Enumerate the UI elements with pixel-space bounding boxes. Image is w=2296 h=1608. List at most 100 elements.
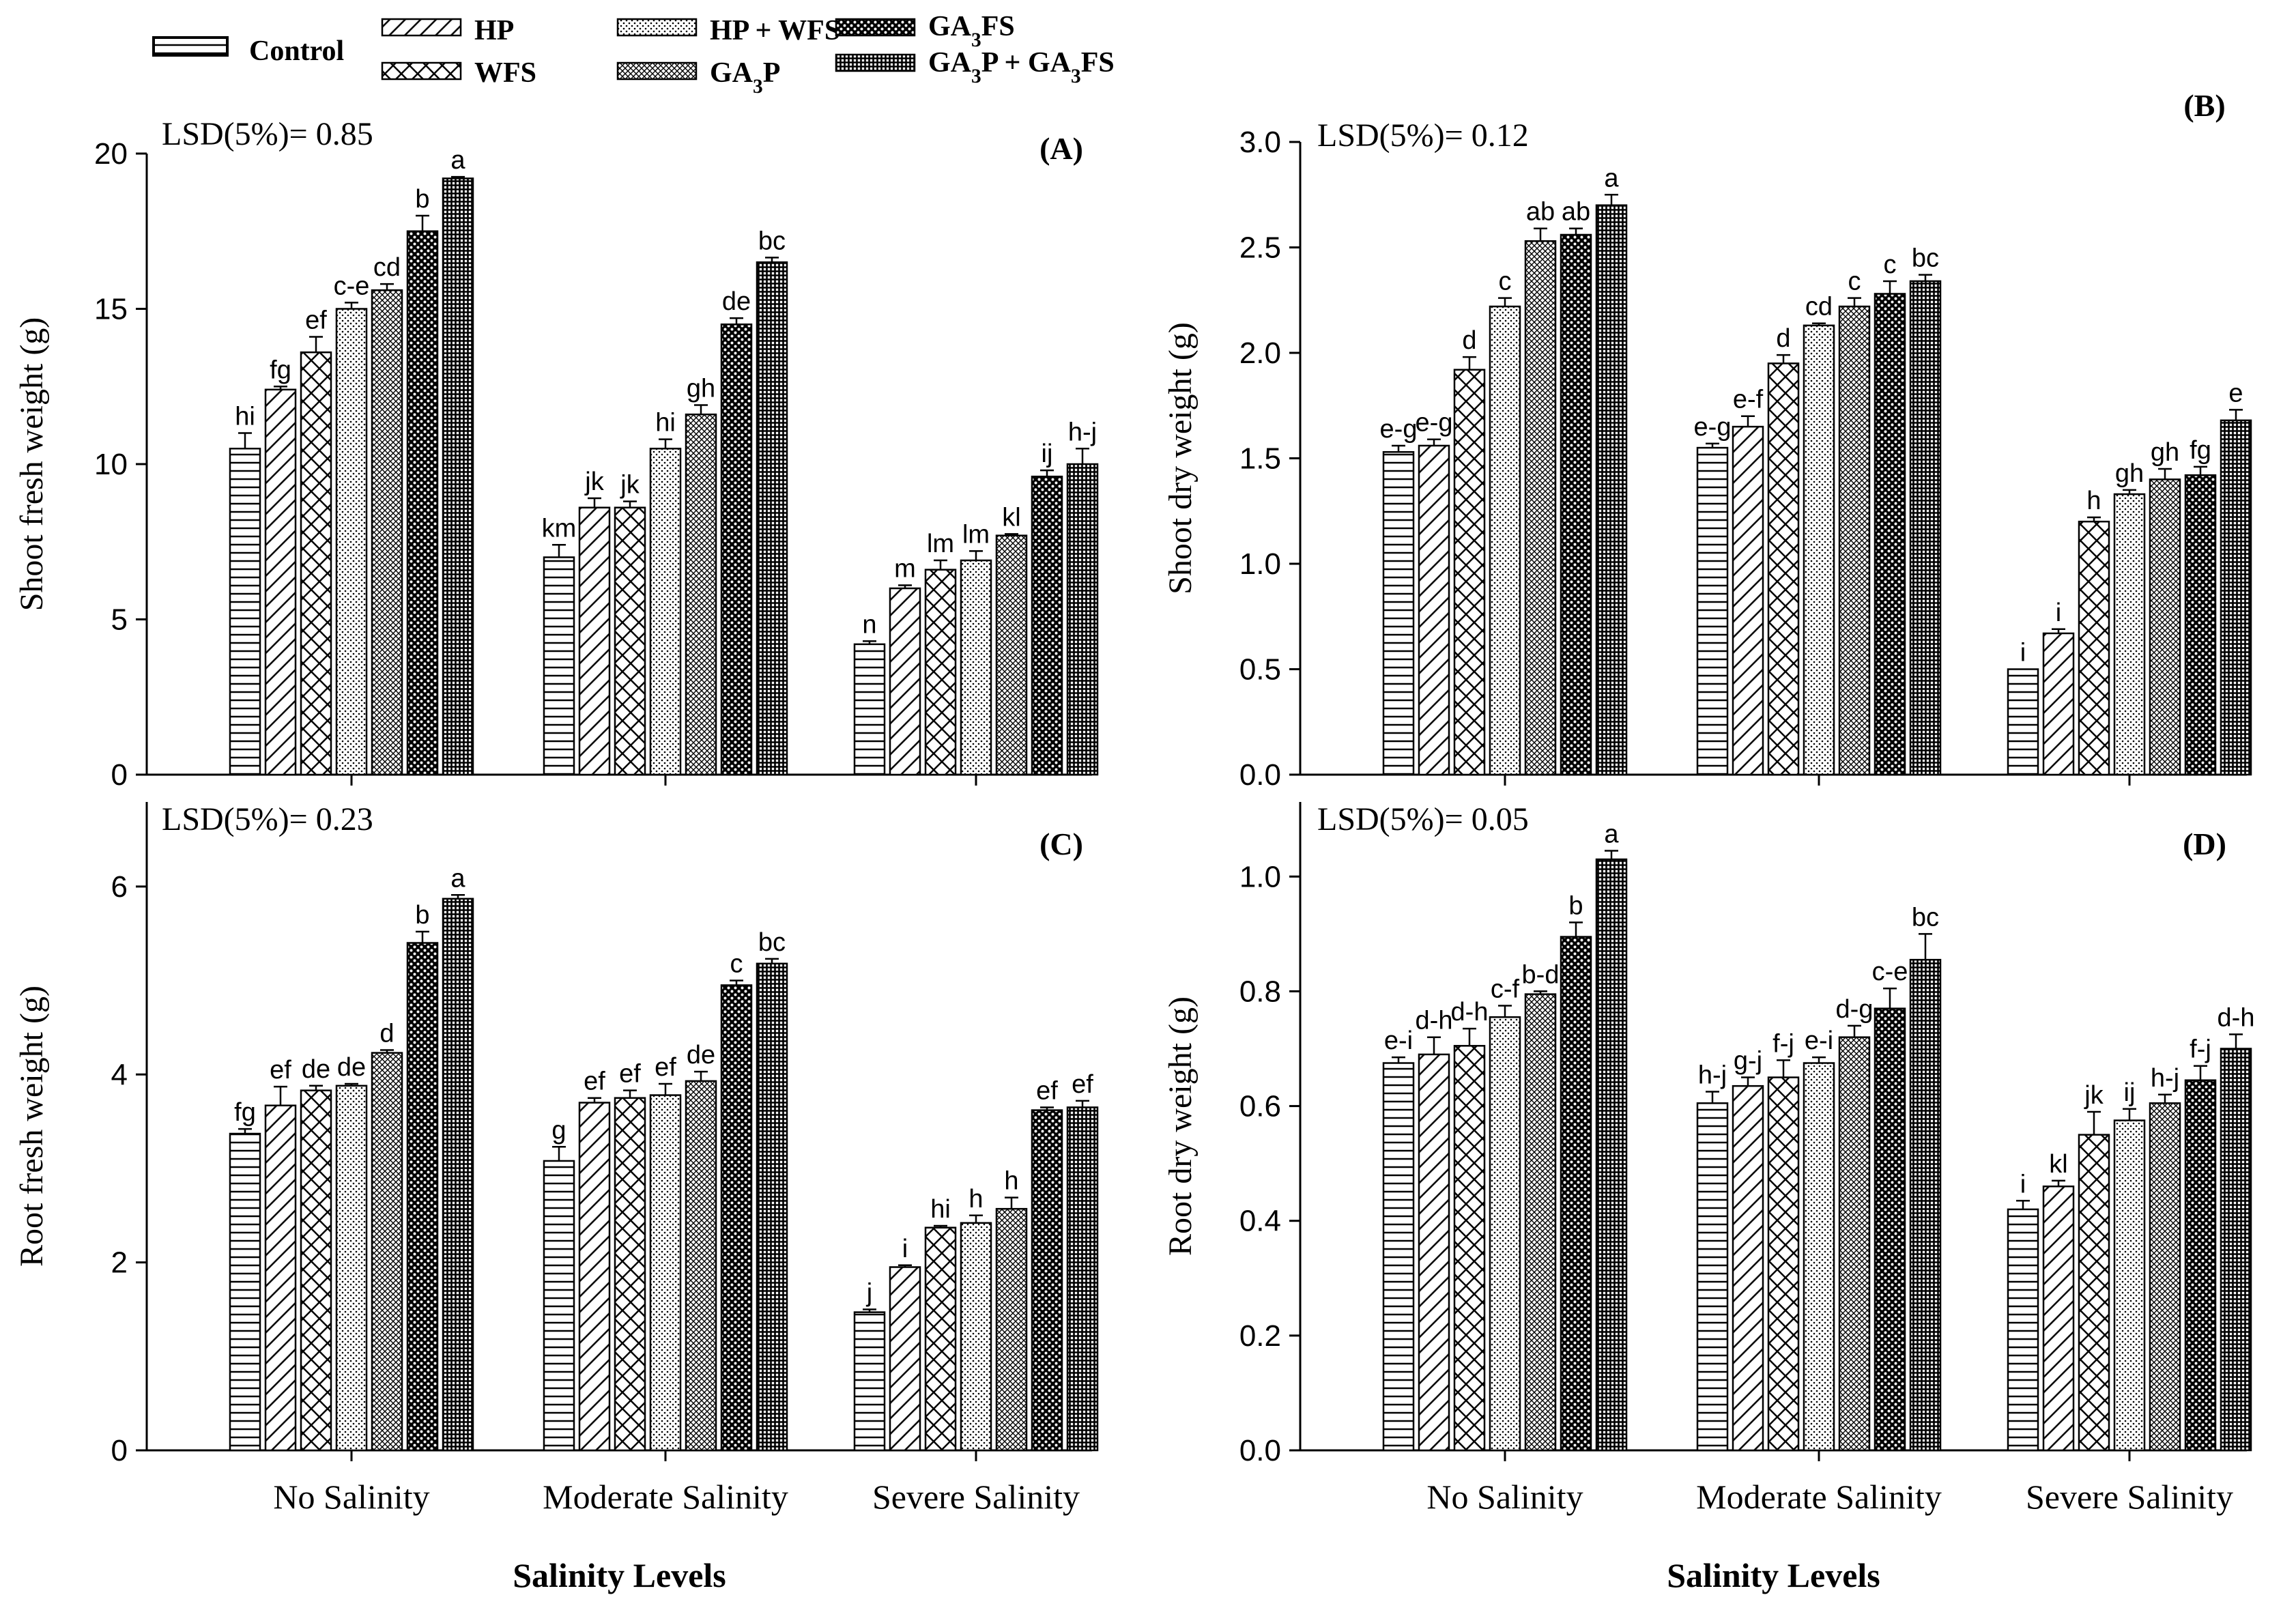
- y-tick-label: 0.2: [1239, 1319, 1281, 1353]
- significance-letter: i: [2020, 1170, 2026, 1198]
- significance-letter: hi: [235, 403, 255, 431]
- bar: [685, 413, 717, 776]
- significance-letter: b: [415, 901, 429, 930]
- legend-label: Control: [249, 35, 344, 67]
- x-tick-label: Moderate Salinity: [543, 1478, 788, 1516]
- significance-letter: e-g: [1380, 415, 1418, 444]
- bar: [2149, 1102, 2181, 1452]
- significance-letter: ab: [1562, 198, 1590, 227]
- legend-item: WFS: [381, 57, 536, 89]
- significance-letter: jk: [620, 471, 640, 500]
- significance-letter: c: [1499, 268, 1512, 296]
- bar: [1560, 936, 1592, 1452]
- significance-letter: a: [450, 864, 465, 893]
- y-tick-label: 2: [111, 1246, 128, 1280]
- legend-item: HP + WFS: [616, 15, 840, 46]
- legend-swatch: [616, 18, 698, 37]
- legend-swatch: [835, 53, 916, 72]
- bar: [1382, 1062, 1415, 1452]
- bar: [1382, 450, 1415, 776]
- bar: [300, 351, 332, 776]
- significance-letter: i: [2056, 599, 2061, 627]
- significance-letter: h-j: [2151, 1064, 2179, 1093]
- y-axis-label: Shoot dry weight (g): [1162, 322, 1199, 594]
- significance-letter: ef: [1072, 1070, 1093, 1099]
- bar: [1418, 1053, 1450, 1452]
- significance-letter: bc: [758, 928, 786, 957]
- bar: [1767, 1076, 1800, 1452]
- legend-label: WFS: [474, 57, 536, 89]
- bar: [1909, 958, 1942, 1452]
- legend-label: GA3FS: [928, 11, 1015, 51]
- bar: [2007, 668, 2039, 776]
- bar: [371, 289, 403, 776]
- bar: [924, 569, 957, 776]
- y-axis-label: Shoot fresh weight (g): [14, 317, 50, 612]
- x-tick-label: Severe Salinity: [872, 1478, 1080, 1516]
- y-tick-label: 20: [94, 137, 128, 171]
- legend-item: GA3P + GA3FS: [835, 47, 1115, 87]
- significance-letter: c-e: [1872, 958, 1908, 986]
- legend-label: GA3P: [710, 57, 780, 98]
- bar: [2184, 474, 2217, 776]
- legend-swatch: [381, 18, 462, 37]
- significance-letter: c-e: [334, 272, 370, 300]
- significance-letter: de: [722, 287, 751, 316]
- bar: [720, 984, 753, 1452]
- bar: [614, 506, 646, 776]
- significance-letter: c: [1884, 250, 1897, 279]
- x-axis-label: Salinity Levels: [1667, 1556, 1880, 1594]
- panel-label: (C): [1039, 827, 1083, 861]
- significance-letter: ij: [1042, 440, 1053, 468]
- significance-letter: e-g: [1694, 413, 1732, 442]
- significance-letter: a: [450, 146, 465, 175]
- bar: [685, 1080, 717, 1452]
- significance-letter: h-j: [1698, 1061, 1727, 1090]
- bar: [1767, 362, 1800, 776]
- bar: [2113, 493, 2146, 776]
- bar: [2042, 1186, 2075, 1452]
- bar: [1909, 280, 1942, 776]
- significance-letter: bc: [1912, 903, 1939, 932]
- panel-label: (A): [1039, 131, 1083, 166]
- legend-label: GA3P + GA3FS: [928, 47, 1115, 87]
- legend-item: HP: [381, 15, 514, 46]
- significance-letter: gh: [2115, 459, 2144, 488]
- significance-letter: c: [730, 950, 743, 979]
- chart-panel: 0 5 10 15 20 Shoot fresh weight (g) LSD(5%)= 0…: [14, 116, 1099, 792]
- bar: [229, 1132, 261, 1452]
- bar: [853, 643, 886, 776]
- bar: [1066, 463, 1099, 776]
- significance-letter: ef: [270, 1056, 291, 1085]
- bar: [578, 506, 611, 776]
- significance-letter: ab: [1526, 198, 1555, 227]
- significance-letter: hi: [655, 409, 676, 437]
- significance-letter: b: [415, 185, 429, 214]
- bar: [1524, 993, 1557, 1452]
- bar: [995, 534, 1028, 776]
- bar: [2220, 419, 2252, 776]
- chart-panel: 0.0 0.5 1.0 1.5 2.0 2.5 3.0 Shoot dry weight (g…: [1162, 88, 2252, 792]
- significance-letter: m: [894, 554, 916, 583]
- chart-panel: 0 2 4 6 No Salinity Moderate Salinity Severe S…: [14, 801, 1099, 1594]
- y-tick-label: 0.0: [1239, 758, 1281, 792]
- legend-swatch: [616, 61, 698, 81]
- significance-letter: jk: [584, 468, 604, 496]
- bar: [1838, 305, 1871, 776]
- significance-letter: d: [379, 1019, 394, 1048]
- lsd-label: LSD(5%)= 0.23: [162, 801, 373, 837]
- bar: [1418, 444, 1450, 776]
- y-tick-label: 5: [111, 603, 128, 637]
- y-tick-label: 0.8: [1239, 975, 1281, 1008]
- y-axis-label: Root dry weight (g): [1162, 996, 1199, 1256]
- bar: [720, 324, 753, 776]
- lsd-label: LSD(5%)= 0.05: [1317, 801, 1529, 837]
- bar: [924, 1226, 957, 1452]
- significance-letter: de: [687, 1041, 715, 1069]
- significance-letter: e-f: [1733, 386, 1764, 414]
- significance-letter: fg: [234, 1098, 256, 1127]
- y-tick-label: 0: [111, 758, 128, 792]
- bar: [264, 388, 297, 776]
- bar: [1560, 233, 1592, 776]
- bar: [1696, 1102, 1729, 1452]
